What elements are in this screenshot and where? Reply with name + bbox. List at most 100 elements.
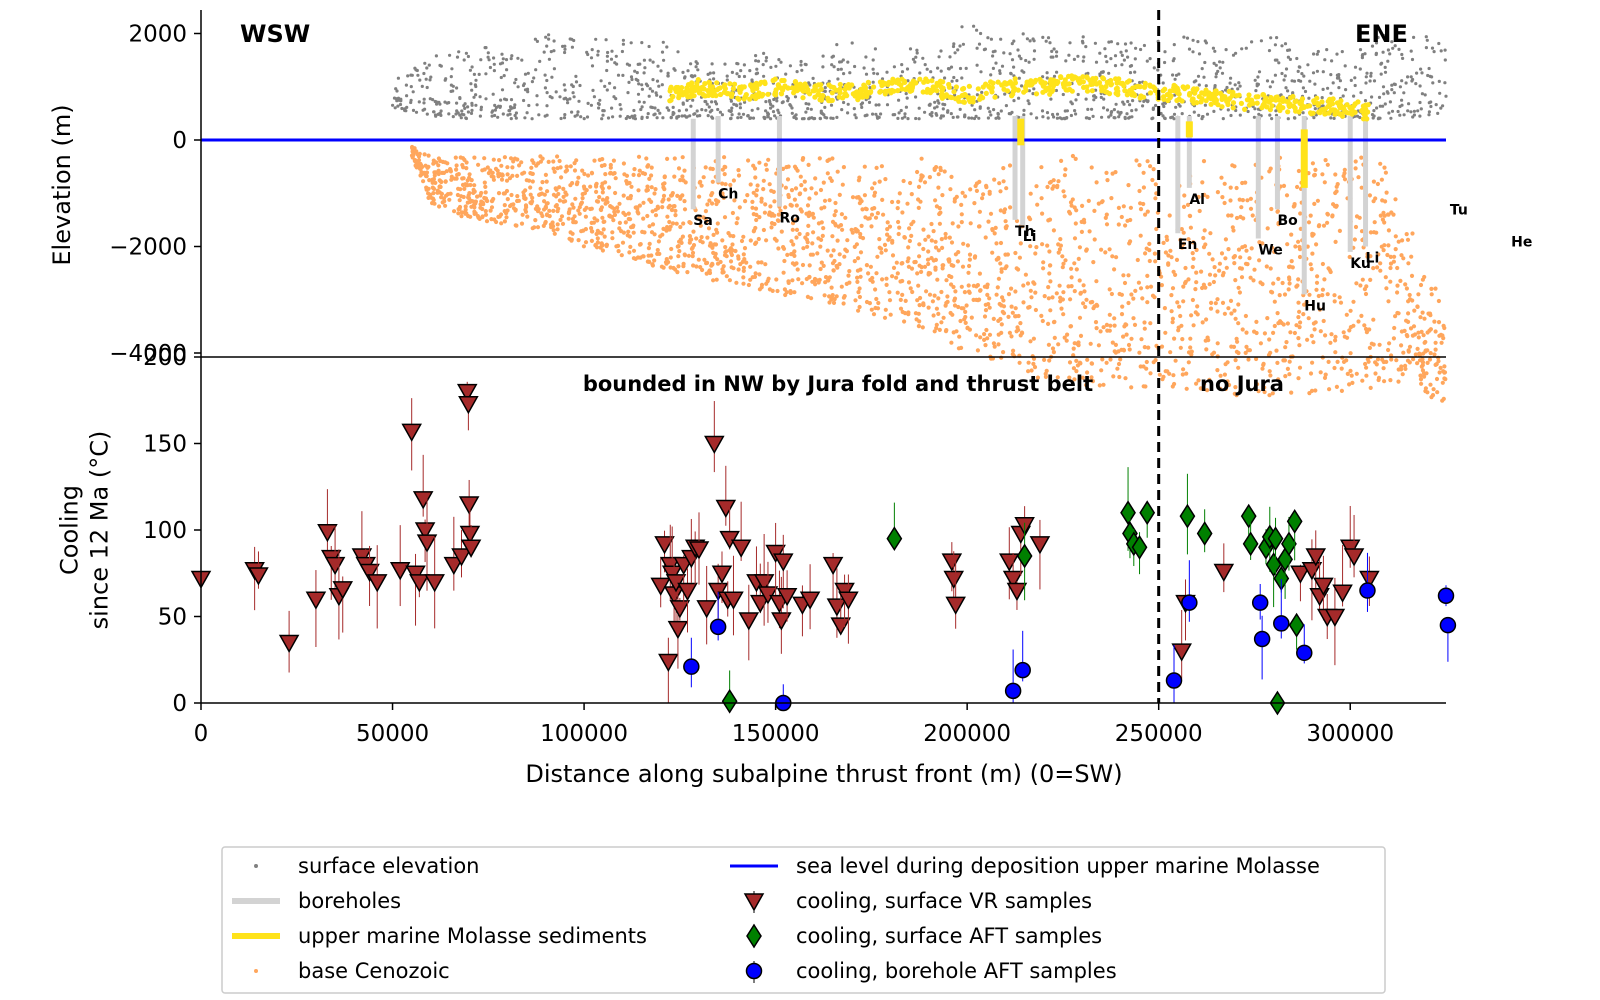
base-cenozoic-point: [999, 303, 1004, 308]
molasse-point: [977, 96, 983, 102]
base-cenozoic-point: [1092, 237, 1097, 242]
base-cenozoic-point: [1359, 229, 1365, 234]
base-cenozoic-point: [921, 246, 926, 252]
base-cenozoic-point: [1240, 198, 1245, 203]
base-cenozoic-point: [1108, 357, 1113, 362]
surface-elevation-point: [885, 103, 890, 107]
molasse-point: [947, 94, 953, 100]
base-cenozoic-point: [825, 171, 830, 176]
surface-elevation-point: [514, 116, 518, 120]
surface-elevation-point: [647, 44, 651, 49]
base-cenozoic-point: [454, 163, 459, 168]
surface-elevation-point: [666, 74, 670, 78]
base-cenozoic-point: [871, 312, 877, 317]
base-cenozoic-point: [410, 144, 415, 150]
base-cenozoic-point: [485, 165, 490, 170]
base-cenozoic-point: [424, 170, 430, 175]
molasse-point: [1208, 101, 1214, 107]
base-cenozoic-point: [482, 167, 487, 172]
base-cenozoic-point: [887, 224, 893, 229]
base-cenozoic-point: [833, 223, 838, 228]
base-cenozoic-point: [1297, 343, 1302, 348]
surface-elevation-point: [839, 67, 843, 71]
surface-elevation-point: [1049, 55, 1053, 59]
base-cenozoic-point: [1009, 334, 1014, 339]
base-cenozoic-point: [647, 241, 652, 246]
surface-elevation-point: [1406, 109, 1410, 113]
base-cenozoic-point: [922, 264, 928, 269]
surface-elevation-point: [1274, 109, 1278, 113]
base-cenozoic-point: [943, 231, 948, 237]
base-cenozoic-point: [1420, 363, 1425, 368]
base-cenozoic-point: [744, 260, 749, 265]
surface-elevation-point: [711, 116, 715, 120]
base-cenozoic-point: [795, 267, 800, 272]
surface-elevation-point: [1220, 71, 1225, 75]
base-cenozoic-point: [1371, 317, 1376, 322]
base-cenozoic-point: [1382, 165, 1387, 170]
molasse-point: [1186, 92, 1193, 98]
base-cenozoic-point: [1121, 273, 1126, 278]
base-cenozoic-point: [1398, 278, 1403, 283]
molasse-point: [815, 92, 821, 98]
base-cenozoic-point: [1395, 283, 1400, 288]
base-cenozoic-point: [776, 246, 781, 251]
surface-elevation-point: [493, 108, 497, 112]
surface-elevation-point: [1268, 113, 1272, 117]
base-cenozoic-point: [421, 179, 426, 184]
base-cenozoic-point: [746, 282, 752, 288]
vr-sample-marker: [366, 574, 388, 593]
base-cenozoic-point: [810, 252, 816, 257]
base-cenozoic-point: [410, 149, 415, 154]
surface-elevation-point: [1124, 49, 1128, 53]
molasse-point: [1077, 80, 1083, 86]
surface-elevation-point: [1429, 100, 1433, 104]
base-cenozoic-point: [967, 263, 972, 269]
surface-elevation-point: [779, 60, 783, 64]
surface-elevation-point: [1420, 92, 1424, 96]
base-cenozoic-point: [858, 250, 864, 255]
base-cenozoic-point: [1094, 180, 1099, 185]
molasse-point: [722, 86, 729, 92]
base-cenozoic-point: [1127, 347, 1132, 352]
base-cenozoic-point: [755, 183, 760, 188]
elevation-axis-title: Elevation (m): [48, 104, 76, 265]
base-cenozoic-point: [1365, 254, 1370, 259]
base-cenozoic-point: [1090, 379, 1095, 384]
base-cenozoic-point: [926, 305, 931, 310]
surface-elevation-point: [1283, 74, 1287, 78]
surface-elevation-point: [1162, 104, 1166, 109]
surface-elevation-point: [609, 57, 614, 61]
base-cenozoic-point: [1252, 267, 1257, 272]
base-cenozoic-point: [1013, 314, 1019, 319]
base-cenozoic-point: [1179, 323, 1184, 328]
base-cenozoic-point: [1441, 323, 1446, 328]
base-cenozoic-point: [413, 158, 418, 163]
base-cenozoic-point: [1147, 241, 1152, 246]
base-cenozoic-point: [698, 223, 703, 228]
base-cenozoic-point: [874, 271, 879, 276]
base-cenozoic-point: [774, 277, 779, 282]
base-cenozoic-point: [1180, 245, 1185, 250]
surface-elevation-point: [582, 117, 586, 121]
surface-elevation-point: [1430, 46, 1435, 50]
base-cenozoic-point: [827, 275, 832, 280]
surface-elevation-point: [1040, 109, 1045, 113]
base-cenozoic-point: [1236, 285, 1241, 290]
molasse-point: [1273, 97, 1279, 103]
surface-elevation-point: [462, 113, 466, 117]
base-cenozoic-point: [1339, 388, 1344, 393]
molasse-point: [773, 92, 779, 98]
base-cenozoic-point: [462, 186, 467, 191]
base-cenozoic-point: [1069, 284, 1074, 289]
surface-elevation-point: [500, 88, 505, 92]
molasse-point: [859, 93, 866, 100]
base-cenozoic-point: [1072, 289, 1077, 294]
base-cenozoic-point: [414, 149, 419, 154]
molasse-point: [753, 92, 759, 98]
base-cenozoic-point: [561, 186, 566, 191]
base-cenozoic-point: [1082, 289, 1087, 294]
base-cenozoic-point: [630, 224, 636, 229]
surface-elevation-point: [999, 109, 1003, 113]
base-cenozoic-point: [1045, 184, 1050, 190]
